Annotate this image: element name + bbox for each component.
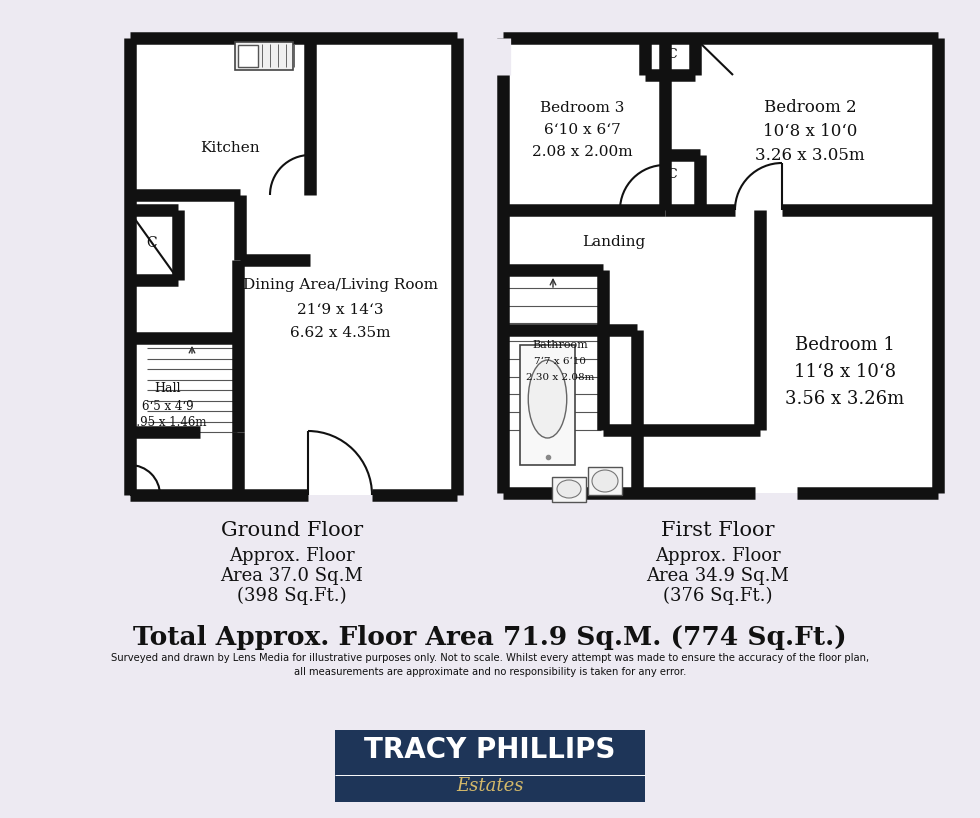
Text: C: C <box>147 236 158 250</box>
Text: C: C <box>667 48 677 61</box>
Text: Kitchen: Kitchen <box>200 141 260 155</box>
Text: TRACY PHILLIPS: TRACY PHILLIPS <box>365 736 615 764</box>
Bar <box>503 38 938 493</box>
Text: 3.56 x 3.26m: 3.56 x 3.26m <box>785 390 905 408</box>
Text: Area 34.9 Sq.M: Area 34.9 Sq.M <box>647 567 790 585</box>
Text: Approx. Floor: Approx. Floor <box>229 547 355 565</box>
Text: 2.30 x 2.08m: 2.30 x 2.08m <box>526 374 594 383</box>
Text: 6‘10 x 6‘7: 6‘10 x 6‘7 <box>544 123 620 137</box>
Ellipse shape <box>557 480 581 498</box>
Text: (398 Sq.Ft.): (398 Sq.Ft.) <box>237 587 347 605</box>
Text: Bedroom 3: Bedroom 3 <box>540 101 624 115</box>
Text: Landing: Landing <box>582 235 646 249</box>
Bar <box>238 45 258 67</box>
Bar <box>588 467 622 495</box>
Text: 10‘8 x 10‘0: 10‘8 x 10‘0 <box>762 124 858 141</box>
Bar <box>552 477 586 502</box>
Text: Estates: Estates <box>457 777 523 795</box>
Text: Dining Area/Living Room: Dining Area/Living Room <box>242 278 437 292</box>
Text: Area 37.0 Sq.M: Area 37.0 Sq.M <box>220 567 364 585</box>
Text: First Floor: First Floor <box>662 520 775 540</box>
Text: Ground Floor: Ground Floor <box>220 520 363 540</box>
Text: 6.62 x 4.35m: 6.62 x 4.35m <box>290 326 390 340</box>
Text: Bathroom: Bathroom <box>532 340 588 350</box>
Text: Total Approx. Floor Area 71.9 Sq.M. (774 Sq.Ft.): Total Approx. Floor Area 71.9 Sq.M. (774… <box>133 626 847 650</box>
Bar <box>335 730 645 802</box>
Text: 7‘7 x 6‘10: 7‘7 x 6‘10 <box>534 357 586 366</box>
Text: 6‘5 x 4‘9: 6‘5 x 4‘9 <box>142 399 194 412</box>
Text: 2.08 x 2.00m: 2.08 x 2.00m <box>532 145 632 159</box>
Ellipse shape <box>528 360 566 438</box>
Text: Approx. Floor: Approx. Floor <box>656 547 781 565</box>
Text: Bedroom 2: Bedroom 2 <box>763 100 857 116</box>
Text: Surveyed and drawn by Lens Media for illustrative purposes only. Not to scale. W: Surveyed and drawn by Lens Media for ill… <box>111 653 869 677</box>
Text: 1.95 x 1.46m: 1.95 x 1.46m <box>129 416 207 429</box>
Text: 3.26 x 3.05m: 3.26 x 3.05m <box>756 147 864 164</box>
Text: (376 Sq.Ft.): (376 Sq.Ft.) <box>663 587 773 605</box>
Bar <box>520 345 575 465</box>
Text: Bedroom 1: Bedroom 1 <box>795 336 895 354</box>
Polygon shape <box>130 38 457 495</box>
Bar <box>235 42 293 70</box>
Text: 11‘8 x 10‘8: 11‘8 x 10‘8 <box>794 363 896 381</box>
Text: Hall: Hall <box>155 381 181 394</box>
Text: 21‘9 x 14‘3: 21‘9 x 14‘3 <box>297 303 383 317</box>
Text: C: C <box>667 169 677 182</box>
Ellipse shape <box>592 470 618 492</box>
